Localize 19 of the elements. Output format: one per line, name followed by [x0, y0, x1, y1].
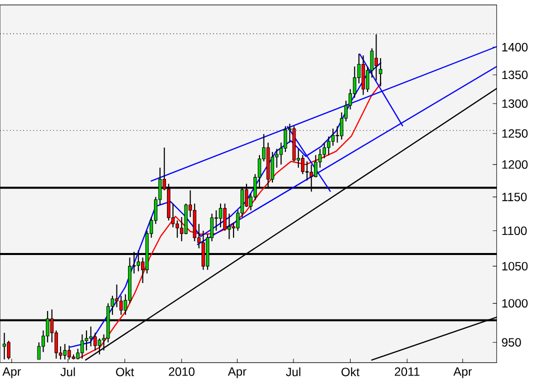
x-tick-label: 2010: [168, 368, 194, 376]
y-tick-label: 1300: [502, 99, 528, 108]
x-tick-label: 2011: [394, 368, 420, 376]
x-tick-label: Jul: [60, 368, 75, 376]
y-tick-label: 1400: [502, 43, 528, 52]
y-tick-label: 950: [502, 338, 521, 347]
x-tick-label: Apr: [453, 368, 472, 378]
y-tick-label: 1100: [502, 226, 527, 236]
x-tick-label: Jul: [286, 368, 300, 376]
y-tick-label: 1050: [502, 262, 528, 271]
y-tick-label: 1150: [502, 192, 527, 202]
y-tick-label: 1200: [502, 160, 528, 169]
y-tick-label: 1000: [502, 299, 528, 308]
x-tick-label: Apr: [228, 368, 246, 378]
x-tick-label: Okt: [342, 368, 360, 376]
y-tick-label: 1350: [502, 70, 528, 80]
x-tick-label: Apr: [2, 368, 21, 378]
x-tick-label: Okt: [116, 368, 134, 376]
y-tick-label: 1250: [502, 129, 528, 138]
